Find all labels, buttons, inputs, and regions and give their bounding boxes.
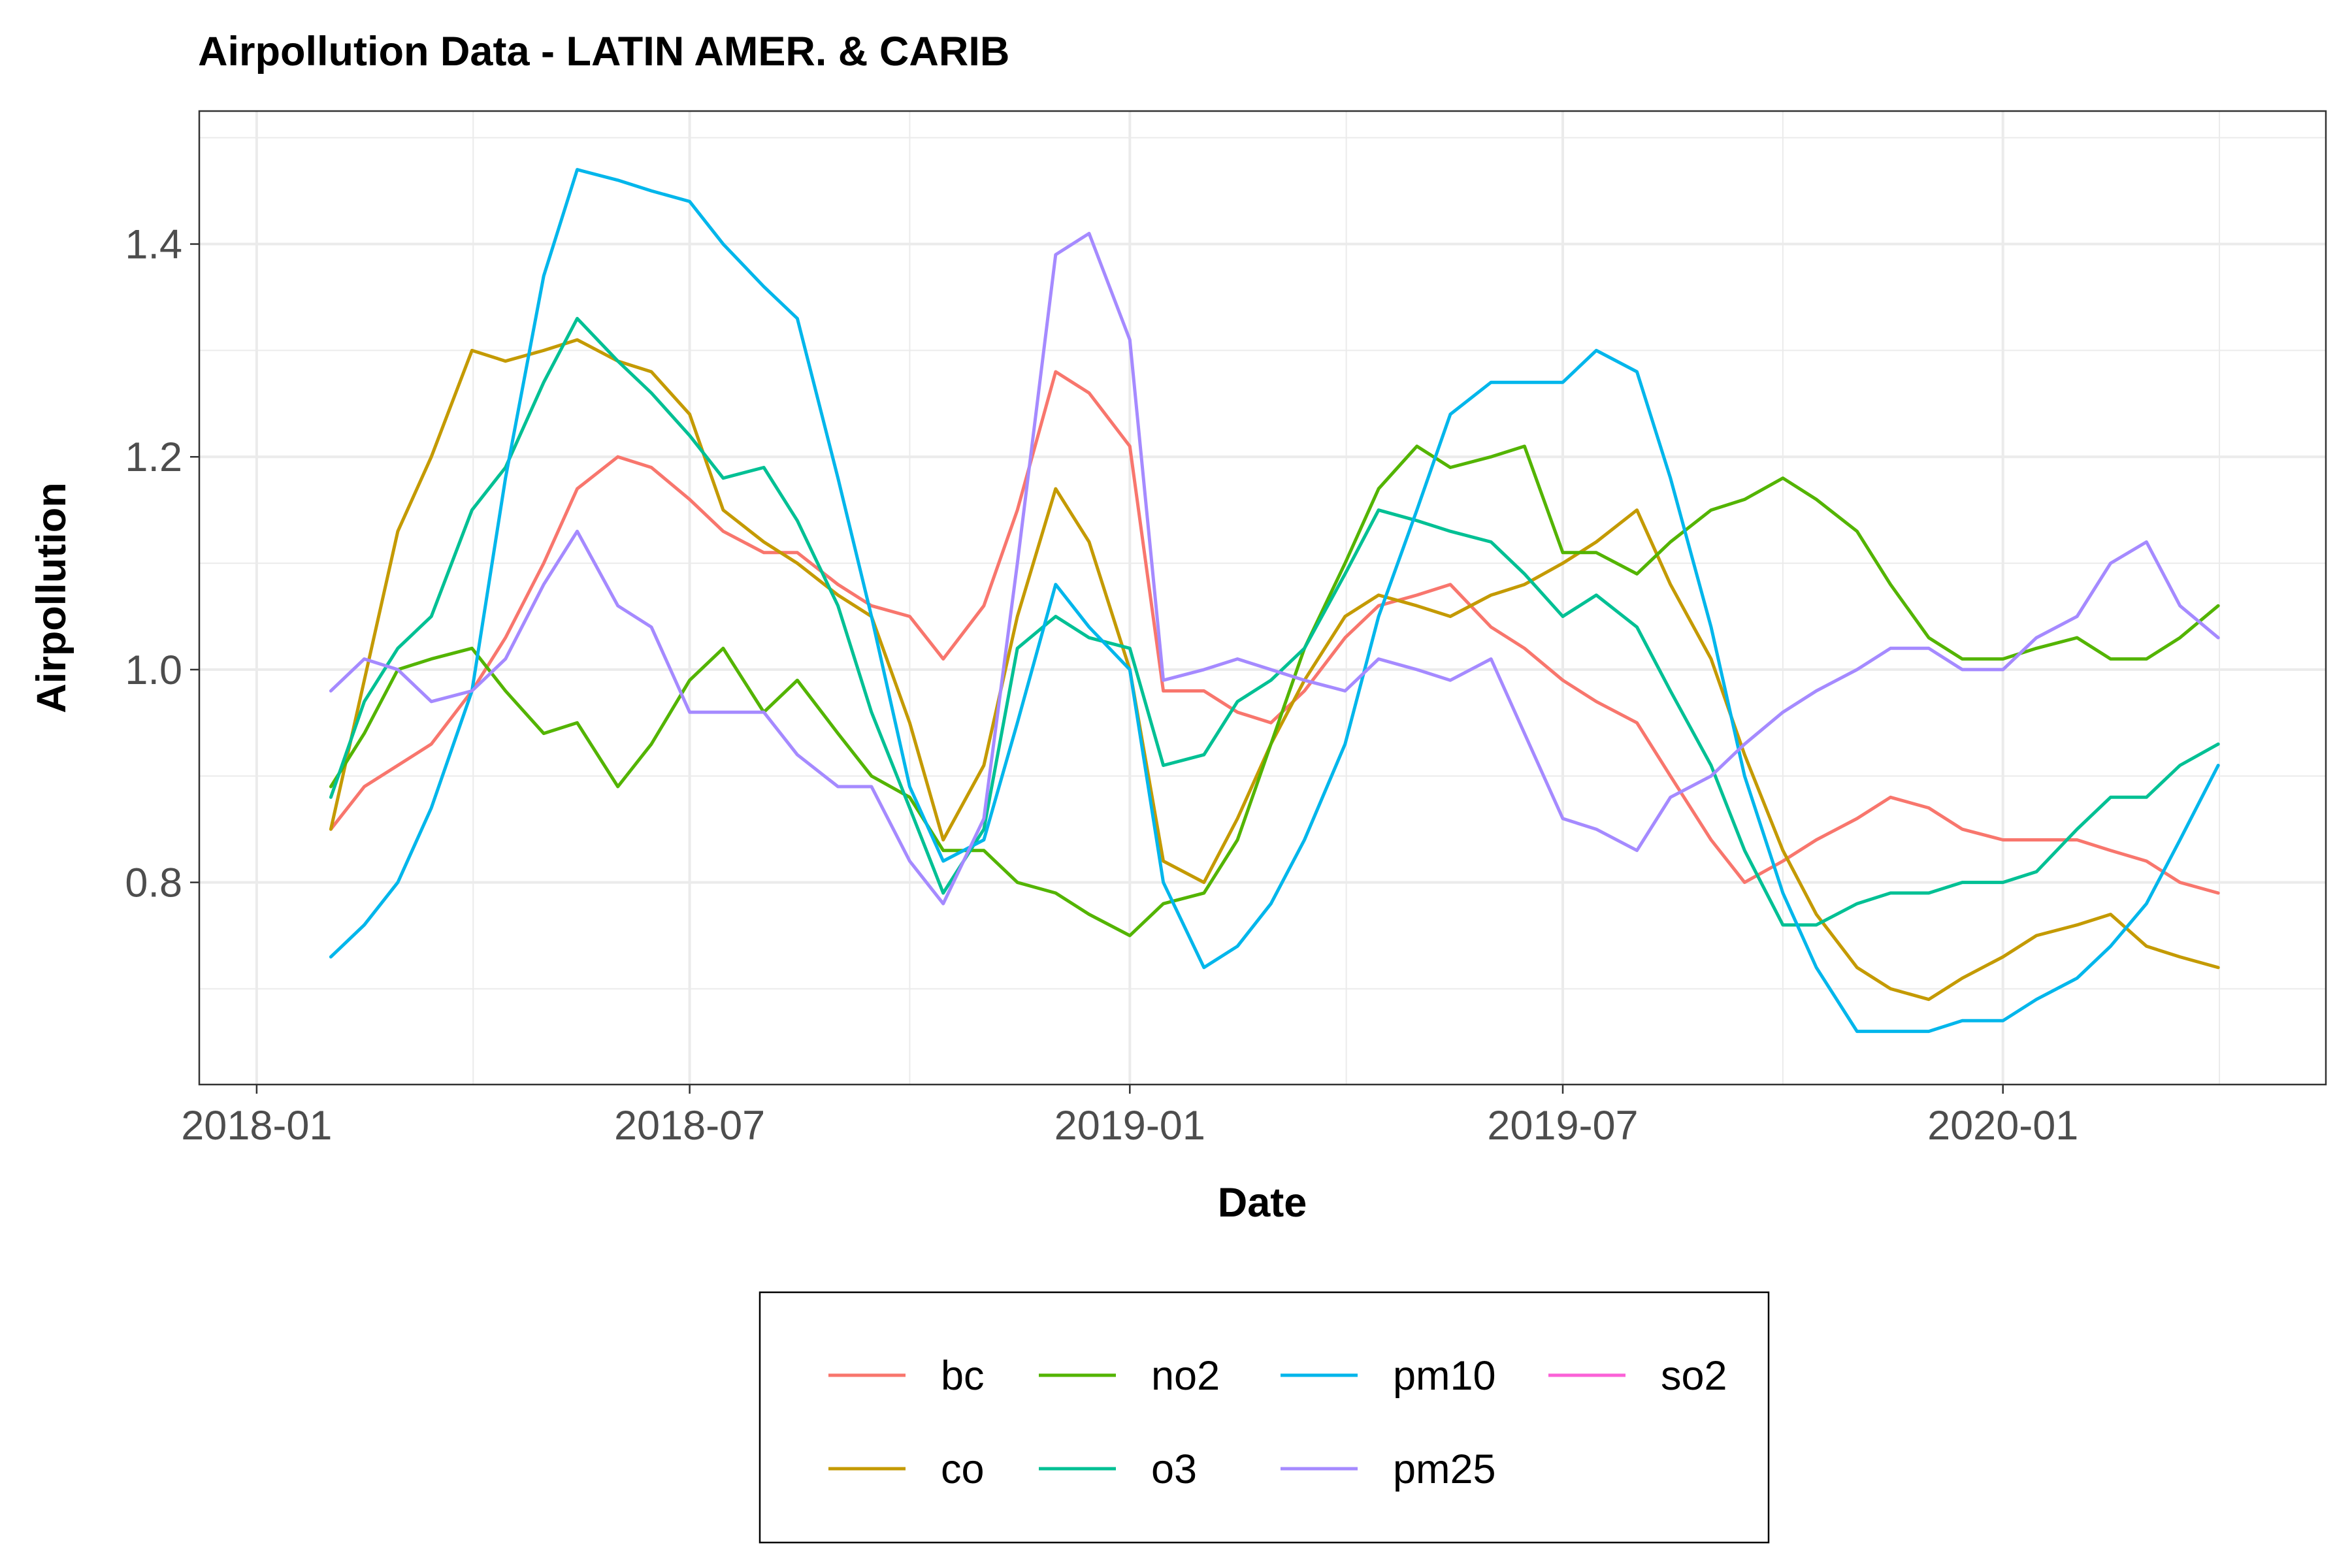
series-line-pm25 xyxy=(329,231,2220,906)
legend-label-no2: no2 xyxy=(1151,1353,1220,1399)
series-line-no2 xyxy=(329,444,2220,938)
x-tick-label: 2020-01 xyxy=(1927,1103,2078,1149)
series-line-pm10 xyxy=(329,168,2220,1034)
legend-label-so2: so2 xyxy=(1661,1353,1727,1399)
y-tick-label: 1.4 xyxy=(125,222,182,268)
minor-gridlines xyxy=(199,111,2326,1085)
legend-label-co: co xyxy=(941,1446,985,1492)
y-tick-label: 1.0 xyxy=(125,647,182,693)
legend-label-o3: o3 xyxy=(1151,1446,1197,1492)
x-axis: 2018-01 2018-07 2019-01 2019-07 2020-01 xyxy=(181,1085,2078,1149)
y-tick-label: 0.8 xyxy=(125,860,182,906)
x-tick-label: 2018-07 xyxy=(614,1103,765,1149)
chart-title: Airpollution Data - LATIN AMER. & CARIB xyxy=(198,29,1009,74)
x-tick-label: 2019-01 xyxy=(1054,1103,1205,1149)
series-line-o3 xyxy=(329,317,2220,927)
y-tick-label: 1.2 xyxy=(125,434,182,480)
legend-label-pm10: pm10 xyxy=(1393,1353,1496,1399)
plot-panel xyxy=(199,111,2326,1085)
legend-label-bc: bc xyxy=(941,1353,985,1399)
x-tick-label: 2018-01 xyxy=(181,1103,332,1149)
legend-box xyxy=(759,1291,1770,1544)
plot-border xyxy=(198,110,2327,1086)
y-axis-title: Airpollution xyxy=(29,482,74,713)
x-axis-title: Date xyxy=(1218,1180,1307,1226)
x-tick-label: 2019-07 xyxy=(1487,1103,1638,1149)
series-line-bc xyxy=(329,370,2220,895)
legend-label-pm25: pm25 xyxy=(1393,1446,1496,1492)
series-lines xyxy=(329,168,2220,1034)
y-axis: 0.8 1.0 1.2 1.4 xyxy=(125,222,199,906)
legend: bc co no2 o3 pm10 pm25 so2 xyxy=(828,1353,1727,1492)
